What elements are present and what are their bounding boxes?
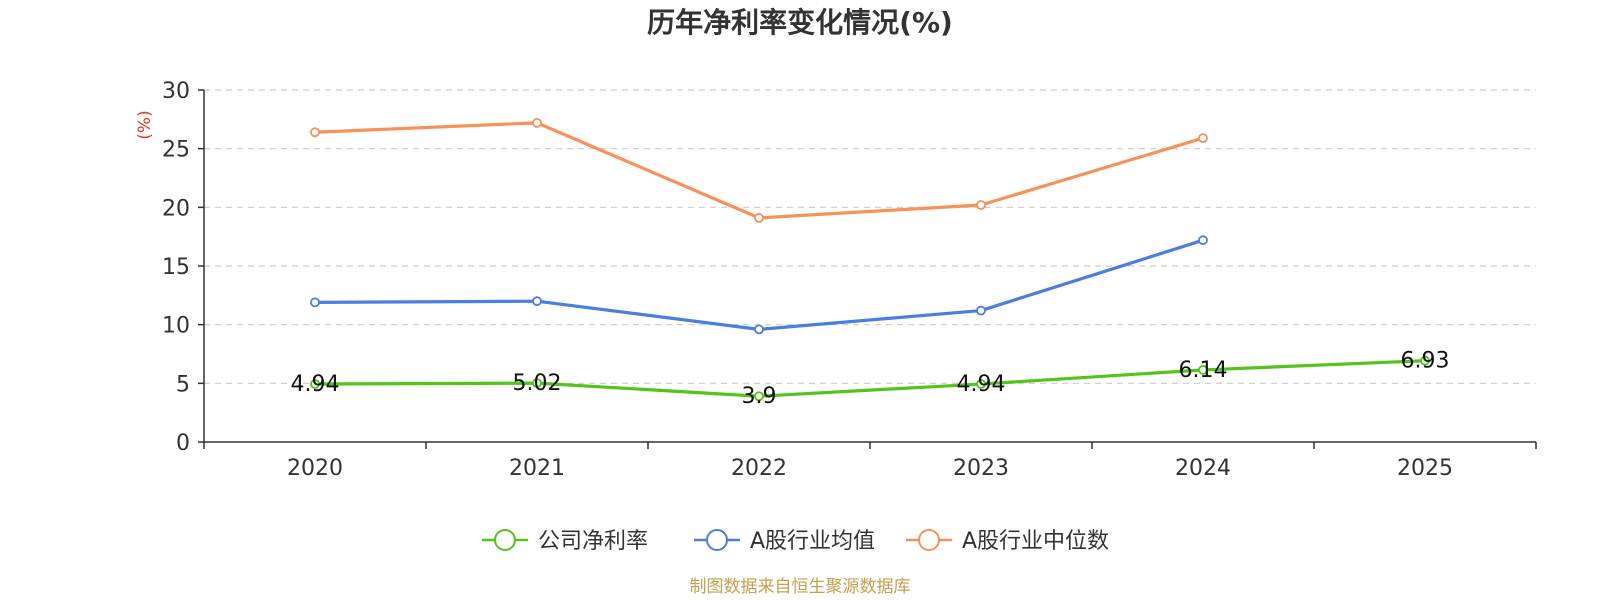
data-point [1198,235,1208,246]
legend-marker-2 [918,529,940,551]
series-group [310,117,1430,402]
y-tick-label: 20 [162,196,190,221]
y-tick-label: 30 [162,79,190,104]
legend-label-0: 公司净利率 [538,529,648,554]
y-tick-label: 15 [162,255,190,280]
y-tick-label: 0 [176,431,190,456]
data-point [976,379,986,389]
data-point [1198,133,1208,144]
data-point [1420,355,1430,366]
data-point [976,305,986,316]
data-label: 6.14 [1179,358,1228,383]
data-labels: 4.94 5.02 3.9 4.94 6.14 6.93 [291,349,1450,410]
x-tick-label-2020: 2020 [287,456,343,481]
series-line-1 [314,238,1204,331]
data-label: 4.94 [291,372,340,397]
series-line-0 [314,359,1426,398]
legend-label-2: A股行业中位数 [962,529,1109,554]
data-label: 4.94 [957,372,1006,397]
data-point [976,200,986,210]
legend-label-1: A股行业均值 [750,529,875,554]
data-label: 6.93 [1401,349,1450,374]
x-tick-label-2023: 2023 [953,456,1009,481]
legend-marker-0 [494,529,516,551]
chart-title: 历年净利率变化情况(%) [647,6,953,39]
y-tick-label: 25 [162,138,190,163]
x-tick-label-2021: 2021 [509,456,565,481]
data-label: 5.02 [513,371,562,396]
data-point [310,379,320,389]
y-tick-label: 5 [176,372,190,397]
legend: 公司净利率 A股行业均值 A股行业中位数 [482,529,1109,554]
data-point [754,212,764,223]
x-tick-label-2025: 2025 [1397,456,1453,481]
data-point [310,297,320,308]
series-line-2 [314,121,1204,220]
source-note: 制图数据来自恒生聚源数据库 [690,577,911,597]
data-label: 3.9 [742,384,777,409]
data-point [310,127,320,138]
gridlines [204,89,1536,384]
data-point [754,324,764,335]
data-point [532,117,542,128]
y-tick-label: 10 [162,314,190,339]
x-tick-label-2022: 2022 [731,456,787,481]
x-tick-label-2024: 2024 [1175,456,1231,481]
legend-marker-1 [706,529,728,551]
data-point [532,296,542,307]
data-point [532,378,542,388]
data-point [1198,365,1208,375]
y-axis-label: (%) [135,110,155,139]
data-point [754,391,764,402]
